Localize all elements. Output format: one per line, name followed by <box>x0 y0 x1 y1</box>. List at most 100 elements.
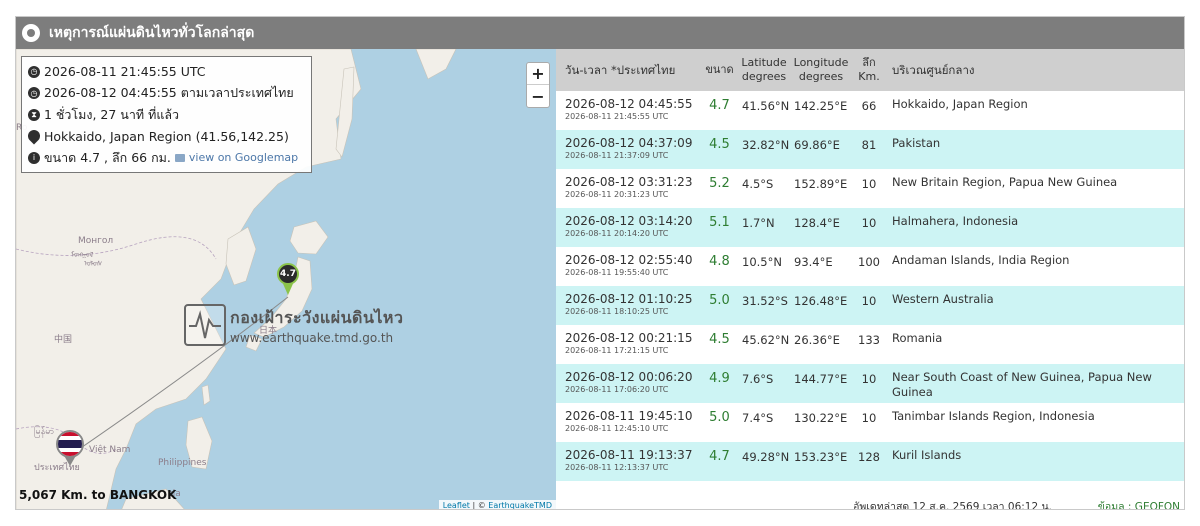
cell-datetime: 2026-08-12 01:10:25 2026-08-11 18:10:25 U… <box>556 286 701 325</box>
selected-quake-popup: ◷ 2026-08-11 21:45:55 UTC ◷ 2026-08-12 0… <box>21 56 312 173</box>
cell-magnitude: 4.5 <box>709 332 730 347</box>
data-source: ข้อมูล : GEOFON <box>1097 501 1180 510</box>
cell-depth: 10 <box>861 177 877 191</box>
cell-latitude: 41.56°N <box>742 99 790 113</box>
info-local-row: ◷ 2026-08-12 04:45:55 ตามเวลาประเทศไทย <box>28 83 305 105</box>
last-updated: อัพเดทล่าสุด 12 ส.ค. 2569 เวลา 06:12 น. <box>853 501 1052 510</box>
quake-marker[interactable]: 4.7 <box>277 263 299 295</box>
googlemap-link[interactable]: view on Googlemap <box>188 151 299 165</box>
bangkok-marker[interactable] <box>56 430 84 466</box>
cell-longitude: 152.89°E <box>794 177 848 191</box>
cell-longitude: 126.48°E <box>794 294 848 308</box>
hourglass-icon: ⧗ <box>28 108 40 121</box>
table-row[interactable]: 2026-08-12 01:10:25 2026-08-11 18:10:25 U… <box>556 286 1184 325</box>
cell-depth: 10 <box>861 411 877 425</box>
map-label-asia: sia <box>168 489 181 499</box>
cell-longitude: 142.25°E <box>794 99 848 113</box>
cell-datetime: 2026-08-11 19:13:37 2026-08-11 12:13:37 U… <box>556 442 701 481</box>
utc-time: 2026-08-11 17:21:15 UTC <box>565 346 669 355</box>
table-row[interactable]: 2026-08-11 19:45:10 2026-08-11 12:45:10 U… <box>556 403 1184 442</box>
cell-datetime: 2026-08-12 00:06:20 2026-08-11 17:06:20 U… <box>556 364 701 403</box>
table-header-row: วัน-เวลา *ประเทศไทย ขนาด Latitude degrees… <box>556 49 1184 91</box>
cell-depth: 10 <box>861 216 877 230</box>
cell-magnitude: 5.1 <box>709 215 730 230</box>
cell-region: Andaman Islands, India Region <box>892 253 1070 267</box>
table-row[interactable]: 2026-08-12 03:31:23 2026-08-11 20:31:23 U… <box>556 169 1184 208</box>
cell-depth: 128 <box>858 450 880 464</box>
info-icon: i <box>28 151 40 164</box>
table-row[interactable]: 2026-08-12 04:37:09 2026-08-11 21:37:09 U… <box>556 130 1184 169</box>
cell-magnitude: 5.0 <box>709 293 730 308</box>
distance-to-bangkok: 5,067 Km. to BANGKOK <box>19 488 177 502</box>
table-row[interactable]: 2026-08-11 19:13:37 2026-08-11 12:13:37 U… <box>556 442 1184 481</box>
cell-longitude: 144.77°E <box>794 372 848 386</box>
depth-label: ลึก <box>862 56 876 69</box>
col-header-region[interactable]: บริเวณศูนย์กลาง <box>892 63 975 77</box>
local-time: 2026-08-12 04:37:09 <box>565 136 693 150</box>
map-attribution: Leaflet | © EarthquakeTMD <box>438 500 556 510</box>
info-location-row: Hokkaido, Japan Region (41.56,142.25) <box>28 126 305 148</box>
utc-time: 2026-08-11 12:45:10 UTC <box>565 424 669 433</box>
cell-latitude: 31.52°S <box>742 294 788 308</box>
utc-time: 2026-08-11 20:14:20 UTC <box>565 229 669 238</box>
table-row[interactable]: 2026-08-12 02:55:40 2026-08-11 19:55:40 U… <box>556 247 1184 286</box>
map-icon <box>174 153 185 162</box>
utc-time: 2026-08-11 21:37:09 UTC <box>565 151 669 160</box>
cell-datetime: 2026-08-12 04:45:55 2026-08-11 21:45:55 U… <box>556 91 701 130</box>
utc-time: 2026-08-11 12:13:37 UTC <box>565 463 669 472</box>
cell-region: Kuril Islands <box>892 448 962 462</box>
local-time: 2026-08-12 04:45:55 <box>565 97 693 111</box>
table-row[interactable]: 2026-08-12 00:06:20 2026-08-11 17:06:20 U… <box>556 364 1184 403</box>
earthquaketmd-link[interactable]: EarthquakeTMD <box>488 501 552 510</box>
cell-region: Pakistan <box>892 136 941 150</box>
widget-title: เหตุการณ์แผ่นดินไหวทั่วโลกล่าสุด <box>49 25 255 41</box>
table-row[interactable]: 2026-08-12 04:45:55 2026-08-11 21:45:55 U… <box>556 91 1184 130</box>
cell-longitude: 128.4°E <box>794 216 840 230</box>
utc-time: 2026-08-11 19:55:40 UTC <box>565 268 669 277</box>
cell-magnitude: 4.7 <box>709 449 730 464</box>
earthquake-widget: เหตุการณ์แผ่นดินไหวทั่วโลกล่าสุด <box>15 16 1185 510</box>
utc-time: 2026-08-11 18:10:25 UTC <box>565 307 669 316</box>
cell-longitude: 93.4°E <box>794 255 833 269</box>
cell-latitude: 45.62°N <box>742 333 790 347</box>
earthquake-map[interactable]: Монгол ᠮᠣᠩᠭᠣᠯ ᠤᠯᠤᠰ 中国 日本 Việt Nam Philip… <box>16 49 556 510</box>
local-time: 2026-08-12 03:31:23 <box>565 175 693 189</box>
col-header-longitude[interactable]: Longitude degrees <box>790 49 852 91</box>
cell-datetime: 2026-08-12 02:55:40 2026-08-11 19:55:40 U… <box>556 247 701 286</box>
latitude-unit: degrees <box>741 70 787 83</box>
info-location: Hokkaido, Japan Region (41.56,142.25) <box>44 128 289 144</box>
cell-depth: 10 <box>861 294 877 308</box>
cell-datetime: 2026-08-12 03:31:23 2026-08-11 20:31:23 U… <box>556 169 701 208</box>
cell-magnitude: 5.2 <box>709 176 730 191</box>
col-header-latitude[interactable]: Latitude degrees <box>738 49 790 91</box>
longitude-unit: degrees <box>798 70 844 83</box>
local-time: 2026-08-12 00:21:15 <box>565 331 693 345</box>
cell-datetime: 2026-08-12 00:21:15 2026-08-11 17:21:15 U… <box>556 325 701 364</box>
cell-depth: 133 <box>858 333 880 347</box>
col-header-magnitude[interactable]: ขนาด <box>705 63 734 76</box>
cell-longitude: 130.22°E <box>794 411 848 425</box>
zoom-out-button[interactable]: − <box>531 86 545 106</box>
utc-time: 2026-08-11 20:31:23 UTC <box>565 190 669 199</box>
local-time: 2026-08-12 02:55:40 <box>565 253 693 267</box>
table-row[interactable]: 2026-08-12 00:21:15 2026-08-11 17:21:15 U… <box>556 325 1184 364</box>
quake-table-panel: วัน-เวลา *ประเทศไทย ขนาด Latitude degrees… <box>556 49 1184 510</box>
clock-icon: ◷ <box>28 87 40 100</box>
latitude-label: Latitude <box>741 56 787 69</box>
zoom-in-button[interactable]: + <box>527 63 549 85</box>
col-header-datetime[interactable]: วัน-เวลา *ประเทศไทย <box>565 63 676 77</box>
utc-time: 2026-08-11 21:45:55 UTC <box>565 112 669 121</box>
col-header-depth[interactable]: ลึก Km. <box>852 49 886 91</box>
cell-magnitude: 4.7 <box>709 98 730 113</box>
cell-region: Hokkaido, Japan Region <box>892 97 1028 111</box>
cell-region: Near South Coast of New Guinea, Papua Ne… <box>892 370 1152 399</box>
depth-unit: Km. <box>858 70 880 83</box>
info-detail-row: i ขนาด 4.7 , ลึก 66 กม. view on Googlema… <box>28 147 305 169</box>
table-footer: อัพเดทล่าสุด 12 ส.ค. 2569 เวลา 06:12 น. … <box>556 500 1184 510</box>
table-row[interactable]: 2026-08-12 03:14:20 2026-08-11 20:14:20 U… <box>556 208 1184 247</box>
cell-latitude: 4.5°S <box>742 177 774 191</box>
leaflet-link[interactable]: Leaflet <box>442 501 470 510</box>
seismograph-logo <box>184 304 226 346</box>
cell-magnitude: 4.5 <box>709 137 730 152</box>
map-label-philippines: Philippines <box>158 458 207 468</box>
